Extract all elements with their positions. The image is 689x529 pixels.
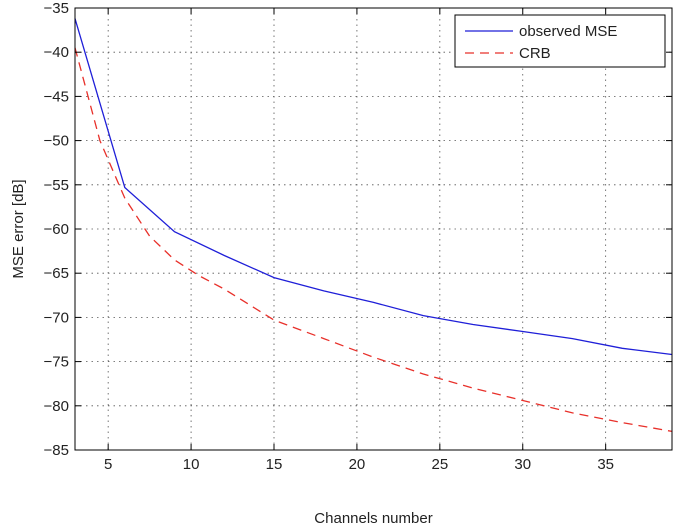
x-tick-label: 10 bbox=[183, 456, 200, 473]
series-line-observed-mse bbox=[74, 18, 673, 356]
y-tick-label: −45 bbox=[44, 88, 69, 105]
legend: observed MSE CRB bbox=[454, 14, 666, 68]
series-line-crb bbox=[74, 47, 673, 433]
x-tick-label: 30 bbox=[514, 456, 531, 473]
y-tick-label: −55 bbox=[44, 177, 69, 194]
y-tick-label: −65 bbox=[44, 265, 69, 282]
y-tick-label: −40 bbox=[44, 44, 69, 61]
grid-lines bbox=[75, 8, 672, 450]
x-axis-label: Channels number bbox=[314, 510, 432, 527]
y-tick-label: −75 bbox=[44, 354, 69, 371]
series-lines bbox=[74, 18, 673, 433]
y-tick-label: −35 bbox=[44, 0, 69, 17]
y-axis-label: MSE error [dB] bbox=[10, 179, 27, 278]
x-tick-label: 25 bbox=[431, 456, 448, 473]
y-tick-label: −85 bbox=[44, 442, 69, 459]
x-tick-label: 20 bbox=[349, 456, 366, 473]
y-tick-label: −80 bbox=[44, 398, 69, 415]
x-tick-label: 15 bbox=[266, 456, 283, 473]
axis-ticks: 5 10 15 20 25 30 35 −35 −40 −45 −50 −55 −60 −65 −70 −75… bbox=[44, 0, 672, 473]
x-tick-label: 35 bbox=[597, 456, 614, 473]
y-tick-label: −50 bbox=[44, 133, 69, 150]
x-tick-label: 5 bbox=[104, 456, 112, 473]
legend-label: observed MSE bbox=[519, 23, 617, 40]
legend-box bbox=[454, 14, 666, 68]
y-tick-label: −70 bbox=[44, 309, 69, 326]
y-tick-label: −60 bbox=[44, 221, 69, 238]
legend-label: CRB bbox=[519, 45, 551, 62]
